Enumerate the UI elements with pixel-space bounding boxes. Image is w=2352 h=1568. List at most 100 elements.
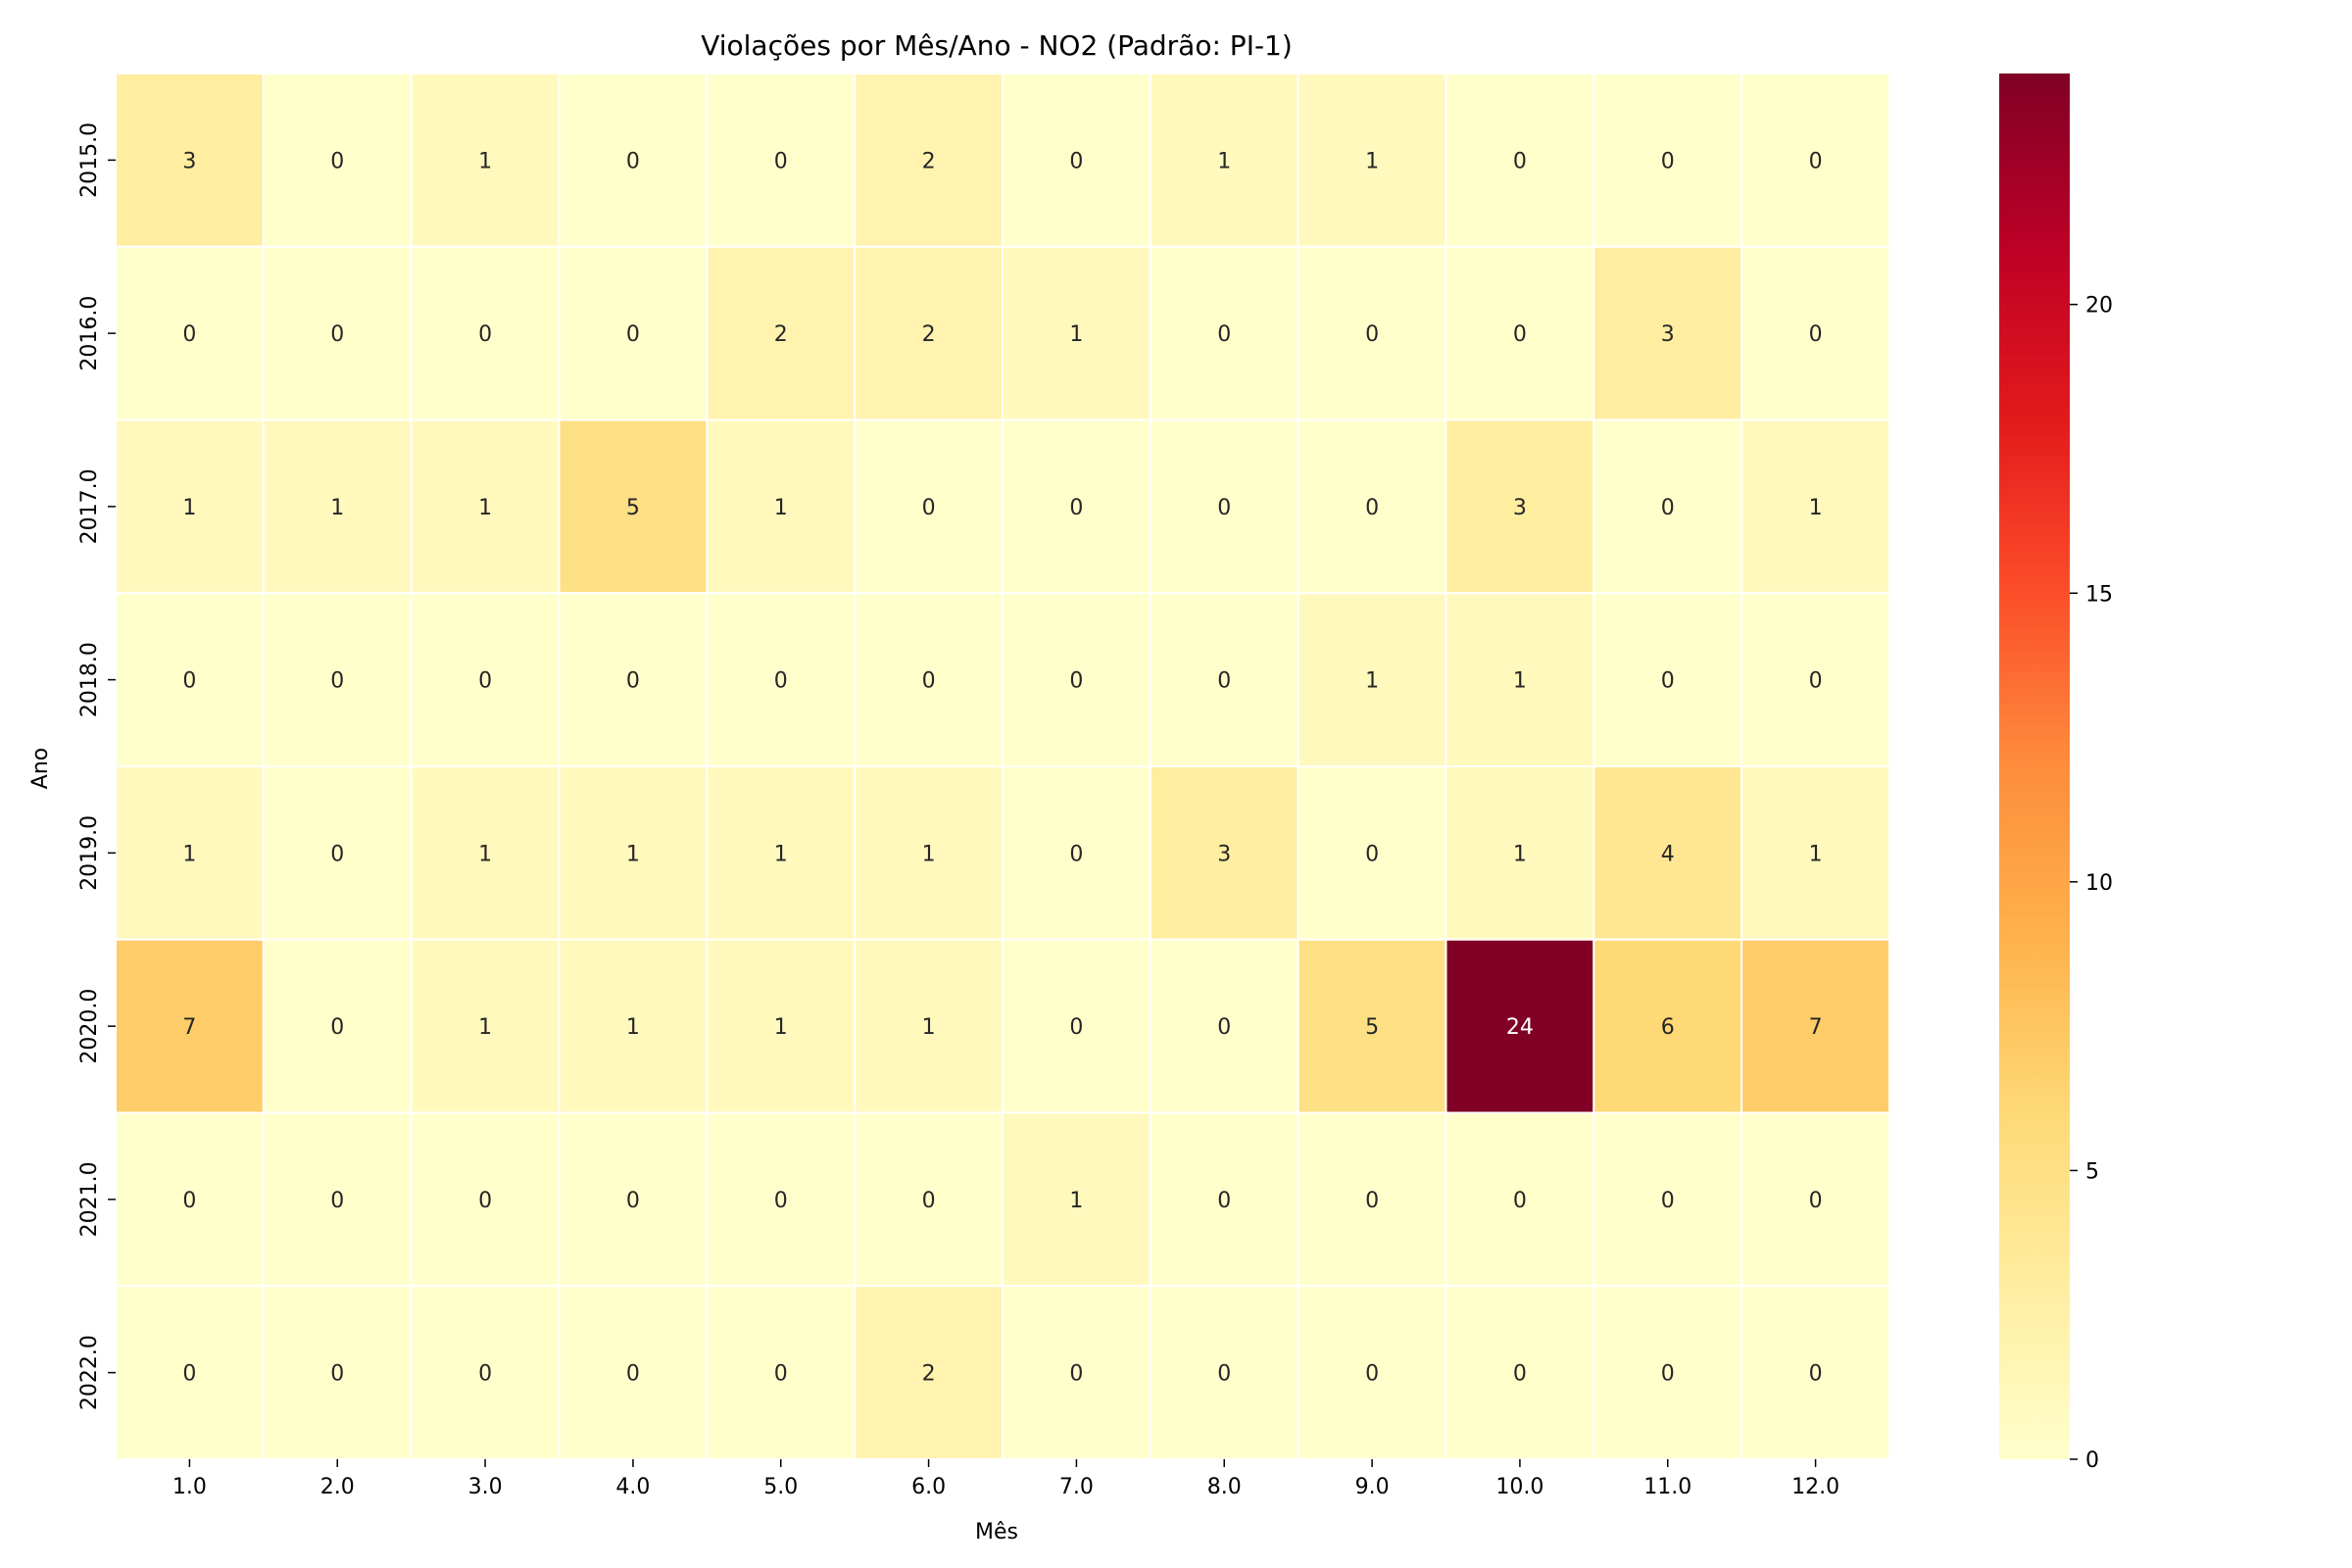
cell-value-label: 0 (478, 1362, 492, 1387)
cell-value-label: 0 (182, 1362, 196, 1387)
heatmap-cell (115, 418, 265, 595)
cell-value-label: 0 (330, 149, 344, 173)
heatmap-cell (1002, 418, 1152, 595)
cell-value-label: 2 (922, 322, 936, 347)
cell-value-label: 1 (774, 496, 788, 520)
cell-value-label: 2 (922, 1362, 936, 1387)
x-axis: 1.0 2.0 3.0 4.0 5.0 6.0 7.0 8.0 9.0 10.0 11.0 12.0 (172, 1459, 1839, 1499)
cell-value-label: 0 (1661, 1189, 1675, 1213)
cell-value-label: 0 (1217, 322, 1231, 347)
heatmap-cell (410, 1111, 561, 1288)
y-tick-label: 2021.0 (77, 1161, 102, 1237)
heatmap-cell (1740, 938, 1890, 1114)
y-tick-label: 2018.0 (77, 642, 102, 717)
x-axis-label: Mês (975, 1520, 1018, 1544)
cell-value-label: 1 (1217, 149, 1231, 173)
heatmap-cell (1149, 73, 1299, 248)
heatmap-cell (854, 938, 1004, 1114)
cell-value-label: 0 (1661, 496, 1675, 520)
colorbar-tick-label: 20 (2085, 294, 2113, 318)
heatmap-cells: 3 0 1 0 0 2 0 1 1 0 0 0 0 0 0 0 2 2 1 0 0 0 3 0 1 1 1 5 1 0 0 0 0 3 0 1 0 0 0 0… (115, 73, 1890, 1460)
cell-value-label: 0 (1365, 842, 1379, 866)
heatmap-cell (706, 1111, 857, 1288)
heatmap-cell (1149, 938, 1299, 1114)
heatmap-cell (558, 1111, 709, 1288)
x-tick-label: 8.0 (1207, 1475, 1242, 1499)
cell-value-label: 3 (182, 149, 196, 173)
cell-value-label: 0 (1513, 149, 1527, 173)
cell-value-label: 0 (626, 669, 640, 694)
cell-value-label: 2 (922, 149, 936, 173)
cell-value-label: 7 (1809, 1015, 1823, 1040)
heatmap-cell (1002, 938, 1152, 1114)
cell-value-label: 7 (182, 1015, 196, 1040)
cell-value-label: 1 (626, 842, 640, 866)
cell-value-label: 0 (182, 322, 196, 347)
heatmap-cell (1149, 765, 1299, 941)
cell-value-label: 1 (922, 842, 936, 866)
heatmap-cell (410, 592, 561, 767)
cell-value-label: 1 (478, 149, 492, 173)
cell-value-label: 0 (922, 1189, 936, 1213)
cell-value-label: 1 (182, 842, 196, 866)
cell-value-label: 0 (1661, 1362, 1675, 1387)
heatmap-cell (262, 245, 413, 421)
heatmap-cell (558, 1285, 709, 1460)
x-tick-label: 3.0 (468, 1475, 503, 1499)
cell-value-label: 0 (1217, 496, 1231, 520)
cell-value-label: 0 (626, 322, 640, 347)
cell-value-label: 0 (1513, 1189, 1527, 1213)
heatmap-cell (1297, 592, 1447, 767)
cell-value-label: 0 (1069, 1362, 1083, 1387)
cell-value-label: 0 (626, 149, 640, 173)
y-tick-label: 2019.0 (77, 815, 102, 891)
cell-value-label: 1 (774, 842, 788, 866)
heatmap-cell (1592, 245, 1743, 421)
heatmap-cell (1740, 418, 1890, 595)
x-tick-label: 6.0 (911, 1475, 946, 1499)
y-tick-label: 2016.0 (77, 296, 102, 371)
cell-value-label: 1 (626, 1015, 640, 1040)
heatmap-cell (1002, 592, 1152, 767)
y-tick-label: 2017.0 (77, 468, 102, 544)
heatmap-cell (558, 418, 709, 595)
cell-value-label: 0 (1513, 1362, 1527, 1387)
colorbar-gradient (1999, 74, 2070, 1459)
cell-value-label: 24 (1506, 1015, 1534, 1040)
heatmap-cell (1445, 1285, 1595, 1460)
cell-value-label: 0 (1069, 496, 1083, 520)
heatmap-cell (1740, 245, 1890, 421)
cell-value-label: 0 (1809, 1362, 1823, 1387)
cell-value-label: 0 (1661, 149, 1675, 173)
cell-value-label: 1 (478, 1015, 492, 1040)
cell-value-label: 0 (330, 322, 344, 347)
cell-value-label: 0 (1809, 322, 1823, 347)
heatmap-cell (1445, 73, 1595, 248)
y-axis-label: Ano (28, 748, 53, 789)
cell-value-label: 1 (1365, 149, 1379, 173)
cell-value-label: 0 (1217, 1015, 1231, 1040)
cell-value-label: 0 (1217, 1189, 1231, 1213)
cell-value-label: 0 (1365, 1189, 1379, 1213)
colorbar-tick-label: 10 (2085, 871, 2113, 896)
cell-value-label: 0 (1217, 1362, 1231, 1387)
cell-value-label: 0 (182, 1189, 196, 1213)
cell-value-label: 0 (1217, 669, 1231, 694)
y-tick-label: 2020.0 (77, 989, 102, 1064)
x-tick-label: 4.0 (615, 1475, 650, 1499)
y-tick-label: 2015.0 (77, 122, 102, 198)
cell-value-label: 1 (182, 496, 196, 520)
cell-value-label: 0 (478, 1189, 492, 1213)
cell-value-label: 0 (1365, 322, 1379, 347)
heatmap-cell (262, 1285, 413, 1460)
x-tick-label: 2.0 (320, 1475, 355, 1499)
heatmap-cell (262, 592, 413, 767)
heatmap-cell (706, 1285, 857, 1460)
heatmap-cell (115, 245, 265, 421)
cell-value-label: 0 (1809, 1189, 1823, 1213)
colorbar-tick-label: 0 (2085, 1448, 2099, 1473)
heatmap-cell (115, 73, 265, 248)
cell-value-label: 1 (1069, 1189, 1083, 1213)
heatmap-cell (1297, 1111, 1447, 1288)
heatmap-cell (1149, 1285, 1299, 1460)
